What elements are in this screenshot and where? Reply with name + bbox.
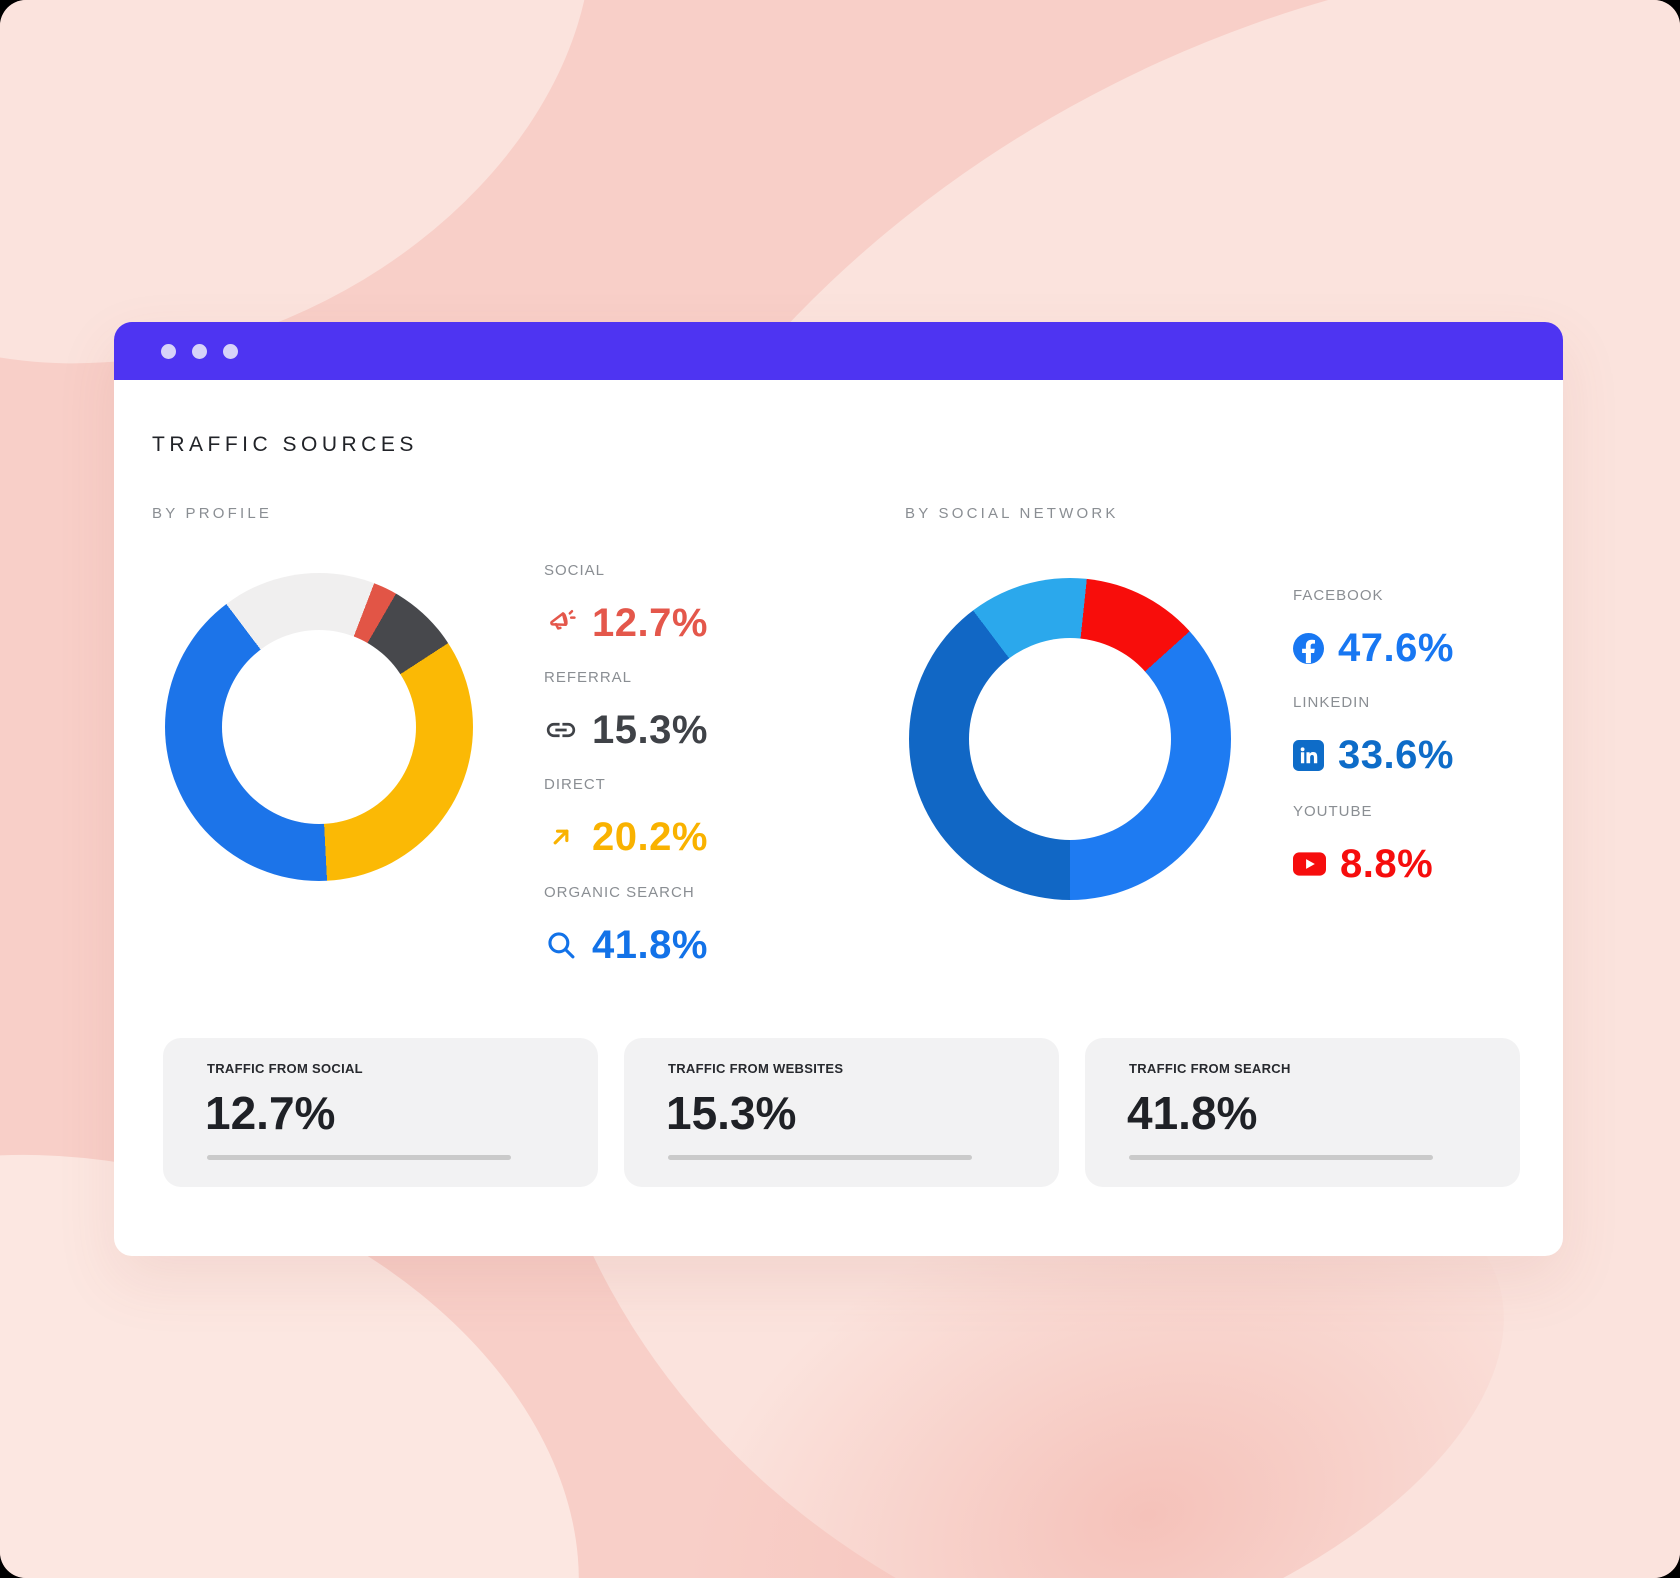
magnifier-icon bbox=[544, 928, 578, 962]
legend-item-social: SOCIAL 12.7% bbox=[544, 562, 708, 644]
stat-card-label: TRAFFIC FROM SEARCH bbox=[1129, 1061, 1291, 1076]
app-window: TRAFFIC SOURCES BY PROFILE BY SOCIAL NET… bbox=[114, 322, 1563, 1256]
legend-value: 20.2% bbox=[592, 815, 708, 859]
stat-card-progress-track bbox=[1129, 1155, 1433, 1160]
donut-chart-by-social-network bbox=[909, 578, 1231, 900]
stat-card-value: 41.8% bbox=[1127, 1087, 1258, 1139]
window-control-dot[interactable] bbox=[192, 344, 207, 359]
stat-card-traffic-from-search: TRAFFIC FROM SEARCH 41.8% bbox=[1085, 1038, 1520, 1187]
window-control-dot[interactable] bbox=[223, 344, 238, 359]
stat-card-traffic-from-social: TRAFFIC FROM SOCIAL 12.7% bbox=[163, 1038, 598, 1187]
legend-value: 41.8% bbox=[592, 923, 708, 967]
window-titlebar bbox=[114, 322, 1563, 380]
stat-card-label: TRAFFIC FROM SOCIAL bbox=[207, 1061, 363, 1076]
legend-value-row: 8.8% bbox=[1293, 844, 1433, 884]
youtube-icon bbox=[1293, 852, 1326, 876]
megaphone-icon bbox=[544, 606, 578, 640]
legend-value: 47.6% bbox=[1338, 626, 1454, 670]
donut-hole bbox=[969, 638, 1171, 840]
stat-card-label: TRAFFIC FROM WEBSITES bbox=[668, 1061, 844, 1076]
legend-item-linkedin: LINKEDIN 33.6% bbox=[1293, 695, 1454, 775]
legend-label: YOUTUBE bbox=[1293, 803, 1373, 820]
legend-item-organic-search: ORGANIC SEARCH 41.8% bbox=[544, 884, 708, 966]
legend-label: LINKEDIN bbox=[1293, 694, 1371, 711]
section-label-by-social-network: BY SOCIAL NETWORK bbox=[905, 505, 1119, 522]
legend-item-direct: DIRECT 20.2% bbox=[544, 776, 708, 858]
legend-value: 33.6% bbox=[1338, 733, 1454, 777]
legend-item-referral: REFERRAL 15.3% bbox=[544, 669, 708, 751]
legend-value-row: 47.6% bbox=[1293, 628, 1454, 668]
window-control-dot[interactable] bbox=[161, 344, 176, 359]
stat-card-value: 12.7% bbox=[205, 1087, 336, 1139]
section-label-by-profile: BY PROFILE bbox=[152, 505, 273, 522]
facebook-icon bbox=[1293, 632, 1324, 664]
legend-value-row: 20.2% bbox=[544, 817, 708, 857]
page-title: TRAFFIC SOURCES bbox=[152, 433, 418, 456]
stat-card-progress-track bbox=[207, 1155, 511, 1160]
arrow-up-right-icon bbox=[544, 820, 578, 854]
legend-value: 12.7% bbox=[592, 601, 708, 645]
linkedin-icon bbox=[1293, 739, 1324, 771]
legend-value-row: 33.6% bbox=[1293, 735, 1454, 775]
legend-value: 15.3% bbox=[592, 708, 708, 752]
stat-card-progress-track bbox=[668, 1155, 972, 1160]
donut-chart-by-profile bbox=[165, 573, 473, 881]
legend-item-youtube: YOUTUBE 8.8% bbox=[1293, 804, 1433, 884]
legend-item-facebook: FACEBOOK 47.6% bbox=[1293, 588, 1454, 668]
stat-card-traffic-from-websites: TRAFFIC FROM WEBSITES 15.3% bbox=[624, 1038, 1059, 1187]
legend-value: 8.8% bbox=[1340, 842, 1434, 886]
legend-value-row: 12.7% bbox=[544, 603, 708, 643]
legend-label: SOCIAL bbox=[544, 562, 606, 579]
legend-label: DIRECT bbox=[544, 776, 606, 793]
donut-hole bbox=[222, 630, 416, 824]
legend-label: ORGANIC SEARCH bbox=[544, 884, 695, 901]
legend-label: REFERRAL bbox=[544, 669, 633, 686]
legend-value-row: 15.3% bbox=[544, 710, 708, 750]
stat-card-value: 15.3% bbox=[666, 1087, 797, 1139]
legend-label: FACEBOOK bbox=[1293, 587, 1384, 604]
link-icon bbox=[544, 713, 578, 747]
legend-value-row: 41.8% bbox=[544, 925, 708, 965]
